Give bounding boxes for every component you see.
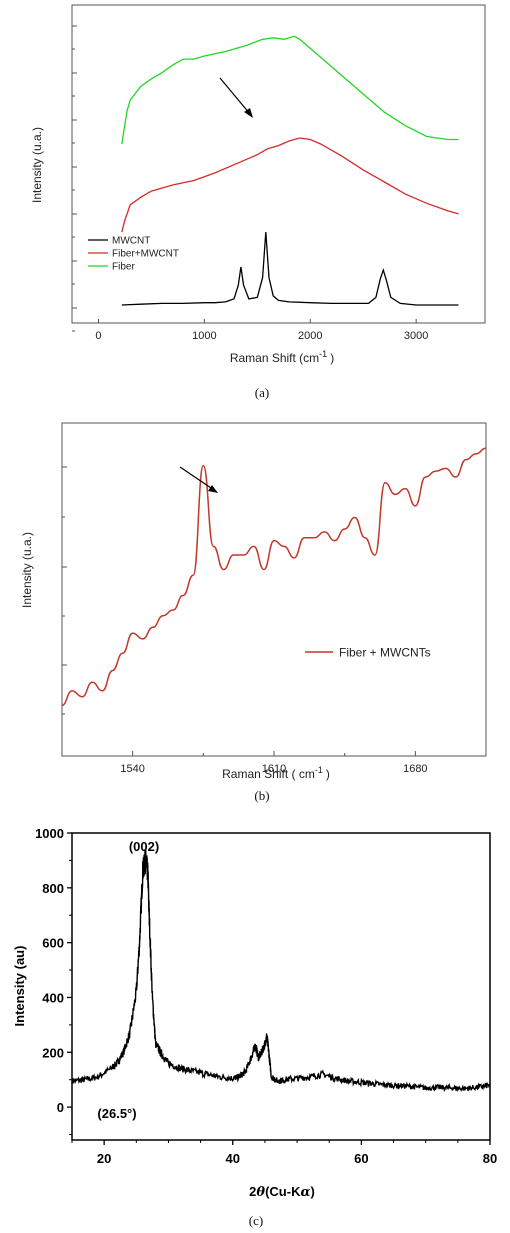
- x-tick-label: 2000: [298, 330, 322, 342]
- annotation-label: (002): [129, 839, 159, 854]
- series-line-2: [121, 35, 459, 145]
- panel-b-xlabel: Raman Shift ( cm-1): [222, 765, 330, 781]
- panel-a-caption: (a): [255, 385, 269, 400]
- x-tick-label: 0: [95, 330, 101, 342]
- series-line-0: [71, 849, 491, 1093]
- y-tick-label: 1000: [35, 826, 64, 841]
- panel-c-caption: (c): [249, 1213, 263, 1228]
- series-line-1: [121, 137, 459, 233]
- x-tick-label: 60: [354, 1151, 368, 1166]
- panel-a-legend: MWCNT Fiber+MWCNT Fiber: [88, 236, 179, 273]
- panel-a-frame: [71, 4, 486, 324]
- panel-c-frame: [71, 832, 491, 1141]
- panel-a-xlabel: Raman Shift (cm-1): [230, 349, 334, 365]
- x-tick-label: 40: [226, 1151, 240, 1166]
- panel-b-caption: (b): [254, 788, 269, 803]
- legend-label: Fiber: [112, 262, 135, 273]
- x-tick-label: 1610: [262, 763, 286, 775]
- series-line-0: [61, 447, 487, 707]
- y-tick-label: 0: [57, 1100, 64, 1115]
- legend-label: MWCNT: [112, 236, 150, 247]
- panel-a-x-ticks: 0 1000 2000 3000: [95, 319, 428, 342]
- panel-a: 0 1000 2000 3000 MWCNT Fiber+MWCNT Fiber Inte…: [30, 4, 486, 400]
- panel-c-series: [71, 849, 491, 1093]
- panel-b-arrow: [179, 466, 218, 493]
- panel-b-y-ticks: [62, 466, 67, 715]
- y-tick-label: 400: [42, 990, 64, 1005]
- y-tick-label: 200: [42, 1045, 64, 1060]
- x-tick-label: 3000: [404, 330, 428, 342]
- panel-b-frame: [61, 422, 487, 757]
- x-tick-label: 1000: [192, 330, 216, 342]
- y-tick-label: 600: [42, 936, 64, 951]
- panel-a-arrow: [219, 77, 253, 118]
- panel-c-y-ticks: 0 200 400 600 800 1000: [35, 826, 72, 1136]
- panel-b-ylabel: Intensity (u.a.): [20, 532, 34, 608]
- panel-a-ylabel: Intensity (u.a.): [30, 127, 44, 203]
- x-tick-label: 80: [483, 1151, 497, 1166]
- panel-b: 1540 1610 1680 Fiber + MWCNTs Intensity (u…: [20, 422, 487, 803]
- x-tick-label: 1540: [120, 763, 144, 775]
- panel-a-series: [121, 35, 459, 306]
- x-tick-label: 1680: [403, 763, 427, 775]
- annotation-label: (26.5°): [97, 1106, 136, 1121]
- panel-c-x-ticks: 20 40 60 80: [71, 1140, 497, 1166]
- panel-a-y-ticks: [72, 25, 77, 332]
- legend-label: Fiber+MWCNT: [112, 249, 179, 260]
- x-tick-label: 20: [97, 1151, 111, 1166]
- panel-c-ylabel: Intensity (au): [12, 946, 27, 1027]
- panel-c-xlabel: 2θ(Cu-Kα): [249, 1184, 315, 1200]
- panel-b-x-ticks: 1540 1610 1680: [61, 751, 487, 775]
- panel-b-series: [61, 447, 487, 707]
- legend-label: Fiber + MWCNTs: [339, 646, 431, 660]
- panel-c-annotations: (002) (26.5°): [97, 839, 159, 1121]
- y-tick-label: 800: [42, 881, 64, 896]
- series-line-0: [121, 232, 459, 306]
- panel-b-legend: Fiber + MWCNTs: [305, 646, 431, 660]
